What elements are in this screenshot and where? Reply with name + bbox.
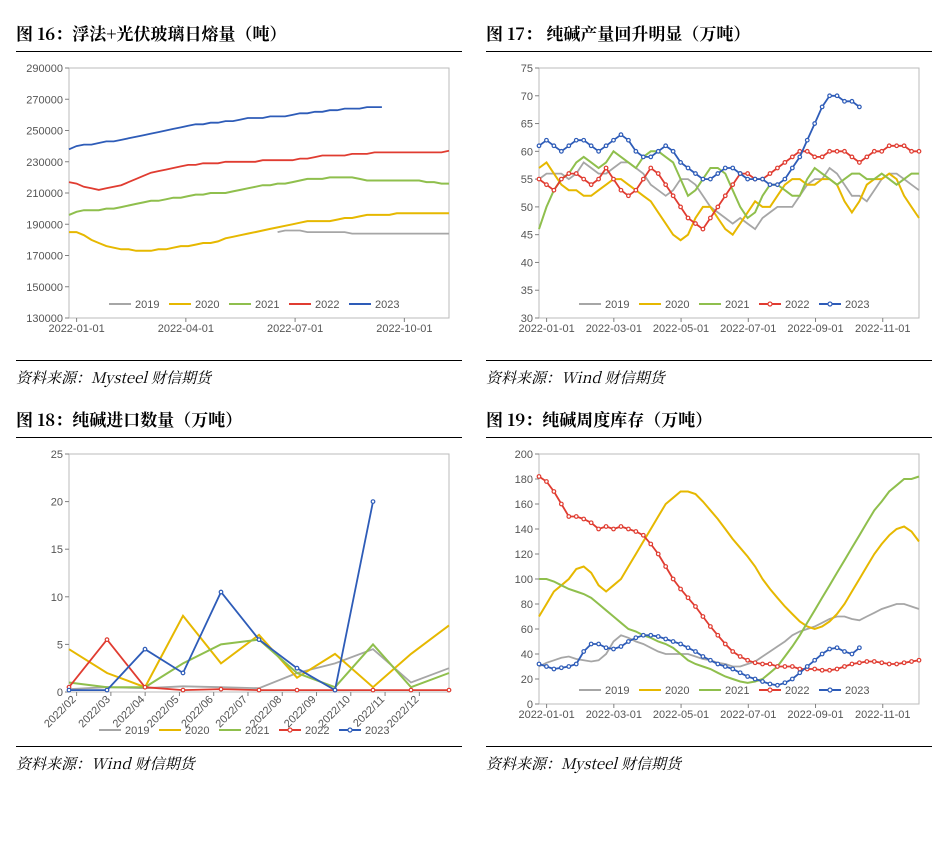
svg-text:20: 20 <box>521 674 533 686</box>
svg-text:65: 65 <box>521 119 533 131</box>
svg-text:60: 60 <box>521 624 533 636</box>
svg-text:2022-11-01: 2022-11-01 <box>855 323 910 335</box>
svg-text:2022-05-01: 2022-05-01 <box>653 709 709 721</box>
svg-text:40: 40 <box>521 257 533 269</box>
svg-text:100: 100 <box>515 574 533 586</box>
svg-text:2022-07-01: 2022-07-01 <box>720 323 776 335</box>
svg-text:25: 25 <box>51 449 63 461</box>
svg-text:170000: 170000 <box>26 251 63 263</box>
svg-text:2022-10-01: 2022-10-01 <box>376 323 432 335</box>
svg-text:2023: 2023 <box>365 725 389 737</box>
svg-text:2019: 2019 <box>605 685 629 697</box>
svg-text:35: 35 <box>521 285 533 297</box>
svg-text:80: 80 <box>521 599 533 611</box>
svg-text:2022/05: 2022/05 <box>145 694 182 731</box>
svg-text:2019: 2019 <box>125 725 149 737</box>
svg-text:250000: 250000 <box>26 126 63 138</box>
svg-text:2020: 2020 <box>195 299 219 311</box>
svg-text:150000: 150000 <box>26 282 63 294</box>
fig18-source: 资料来源：Wind 财信期货 <box>16 746 462 778</box>
svg-text:120: 120 <box>515 549 533 561</box>
svg-text:2023: 2023 <box>845 685 869 697</box>
fig19-chart: 0204060801001201401601802002022-01-01202… <box>486 438 932 746</box>
svg-text:2021: 2021 <box>245 725 269 737</box>
fig19-source: 资料来源：Mysteel 财信期货 <box>486 746 932 778</box>
fig16-chart: 1300001500001700001900002100002300002500… <box>16 52 462 360</box>
svg-text:15: 15 <box>51 544 63 556</box>
svg-text:40: 40 <box>521 649 533 661</box>
fig16-title: 图 16：浮法+光伏玻璃日熔量（吨） <box>16 16 462 52</box>
svg-text:2022-01-01: 2022-01-01 <box>518 709 574 721</box>
svg-text:2019: 2019 <box>605 299 629 311</box>
svg-text:2022-09-01: 2022-09-01 <box>787 323 843 335</box>
svg-text:2022: 2022 <box>785 685 809 697</box>
svg-text:2022: 2022 <box>305 725 329 737</box>
svg-text:2022-01-01: 2022-01-01 <box>48 323 104 335</box>
svg-text:2022-04-01: 2022-04-01 <box>158 323 214 335</box>
svg-text:2022-07-01: 2022-07-01 <box>267 323 323 335</box>
svg-text:230000: 230000 <box>26 157 63 169</box>
svg-text:2022-01-01: 2022-01-01 <box>518 323 574 335</box>
fig16-source: 资料来源：Mysteel 财信期货 <box>16 360 462 392</box>
svg-text:0: 0 <box>57 687 63 699</box>
svg-text:10: 10 <box>51 592 63 604</box>
fig17-title: 图 17： 纯碱产量回升明显（万吨） <box>486 16 932 52</box>
svg-text:290000: 290000 <box>26 63 63 75</box>
svg-text:2022-07-01: 2022-07-01 <box>720 709 776 721</box>
svg-text:200: 200 <box>515 449 533 461</box>
svg-text:2023: 2023 <box>375 299 399 311</box>
svg-text:2022/03: 2022/03 <box>76 694 113 731</box>
svg-text:2019: 2019 <box>135 299 159 311</box>
figure-row-2: 图 18：纯碱进口数量（万吨） 0 5 10 15 20 25 2022/022022/03… <box>16 398 932 784</box>
svg-text:2022-05-01: 2022-05-01 <box>653 323 709 335</box>
svg-text:270000: 270000 <box>26 94 63 106</box>
svg-text:2022: 2022 <box>315 299 339 311</box>
svg-text:180: 180 <box>515 474 533 486</box>
svg-text:140: 140 <box>515 524 533 536</box>
svg-text:210000: 210000 <box>26 188 63 200</box>
svg-text:2022-03-01: 2022-03-01 <box>586 709 642 721</box>
figure-row-1: 图 16：浮法+光伏玻璃日熔量（吨） 130000150000170000190… <box>16 12 932 398</box>
svg-text:2023: 2023 <box>845 299 869 311</box>
svg-text:20: 20 <box>51 497 63 509</box>
svg-text:55: 55 <box>521 174 533 186</box>
svg-text:190000: 190000 <box>26 219 63 231</box>
svg-text:2021: 2021 <box>725 299 749 311</box>
svg-text:2020: 2020 <box>665 299 689 311</box>
fig19-title: 图 19：纯碱周度库存（万吨） <box>486 402 932 438</box>
svg-text:2021: 2021 <box>725 685 749 697</box>
svg-text:2022-11-01: 2022-11-01 <box>855 709 910 721</box>
fig17-source: 资料来源：Wind 财信期货 <box>486 360 932 392</box>
svg-text:45: 45 <box>521 230 533 242</box>
svg-text:160: 160 <box>515 499 533 511</box>
svg-text:2020: 2020 <box>665 685 689 697</box>
fig17-chart: 303540455055606570752022-01-012022-03-01… <box>486 52 932 360</box>
svg-text:2021: 2021 <box>255 299 279 311</box>
svg-text:2022-03-01: 2022-03-01 <box>586 323 642 335</box>
svg-text:60: 60 <box>521 146 533 158</box>
svg-text:2022/12: 2022/12 <box>385 694 422 731</box>
svg-text:70: 70 <box>521 91 533 103</box>
fig18-title: 图 18：纯碱进口数量（万吨） <box>16 402 462 438</box>
svg-text:2022/02: 2022/02 <box>42 694 79 731</box>
svg-text:5: 5 <box>57 639 63 651</box>
svg-text:2022-09-01: 2022-09-01 <box>787 709 843 721</box>
svg-text:2022: 2022 <box>785 299 809 311</box>
svg-text:50: 50 <box>521 202 533 214</box>
svg-text:2020: 2020 <box>185 725 209 737</box>
svg-text:75: 75 <box>521 63 533 75</box>
fig18-chart: 05101520252022/022022/032022/042022/0520… <box>16 438 462 746</box>
